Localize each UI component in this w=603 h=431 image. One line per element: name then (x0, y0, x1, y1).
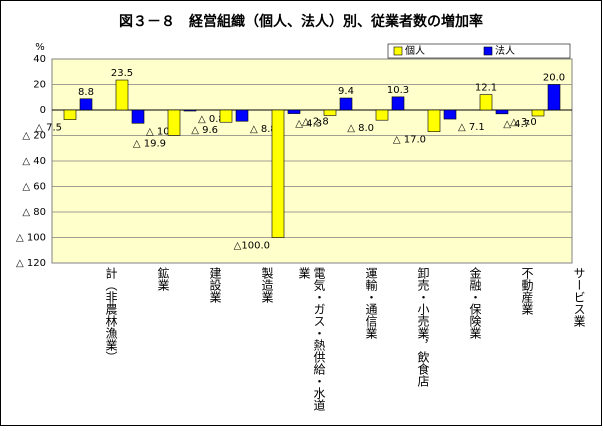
bar (339, 97, 353, 111)
x-tick-label: 金融・保険業 (402, 267, 482, 417)
value-label: △ 9.6 (191, 125, 218, 136)
x-tick-label-box: 電気・ガス・熱供給・水道業 (246, 267, 326, 417)
bar (495, 109, 509, 115)
value-label: △ 8.8 (250, 124, 277, 135)
y-tick-label: △ 80 (22, 207, 46, 218)
bar (531, 109, 545, 117)
x-tick-label-box: 運輸・通信業 (298, 267, 378, 417)
value-label: 9.4 (338, 86, 354, 97)
x-tick-text: 電気・ガス・熱供給・水道業 (297, 267, 326, 411)
value-label: 20.0 (543, 73, 565, 84)
x-tick-label: 計（非農林漁業） (38, 267, 118, 417)
x-tick-text: 不動産業 (520, 267, 534, 315)
x-tick-text: 運輸・通信業 (364, 267, 378, 339)
legend-label: 法人 (495, 44, 515, 57)
bar (323, 109, 337, 116)
bar (391, 96, 405, 111)
y-tick-label: 0 (40, 105, 46, 116)
x-tick-label-box: 建設業 (142, 267, 222, 417)
x-tick-label: 卸売・小売業，飲食店 (350, 267, 430, 417)
y-unit: % (35, 42, 45, 53)
bar (235, 109, 249, 122)
legend-box (387, 43, 571, 59)
x-tick-text: 建設業 (208, 267, 222, 303)
value-label: △ 8.0 (347, 123, 374, 134)
y-tick-label: △ 20 (22, 131, 46, 142)
bar (183, 109, 197, 112)
x-tick-label-box: 計（非農林漁業） (38, 267, 118, 417)
x-tick-label: 建設業 (142, 267, 222, 417)
value-label: 8.8 (78, 87, 94, 98)
x-tick-label: 製造業 (194, 267, 274, 417)
value-label: △ 2.8 (302, 117, 329, 128)
bar (131, 109, 145, 124)
x-tick-label-box: 不動産業 (454, 267, 534, 417)
x-tick-label-box: 卸売・小売業，飲食店 (350, 267, 430, 417)
bar (63, 109, 77, 120)
value-label: △ 7.1 (458, 122, 485, 133)
value-label: △ 7.5 (35, 123, 62, 134)
legend-label: 個人 (405, 44, 425, 57)
x-tick-text: 鉱業 (156, 267, 170, 291)
x-tick-label: 不動産業 (454, 267, 534, 417)
bar (115, 79, 129, 111)
bar (547, 84, 561, 111)
y-tick-label: 20 (33, 80, 46, 91)
x-tick-label-box: 製造業 (194, 267, 274, 417)
x-tick-text: 計（非農林漁業） (104, 267, 118, 363)
x-tick-label: サービス業 (506, 267, 586, 417)
x-tick-label: 鉱業 (90, 267, 170, 417)
value-label: △ 10.4 (146, 126, 179, 137)
value-label: △ 0.8 (198, 114, 225, 125)
value-label: △ 17.0 (393, 135, 426, 146)
value-label: △ 19.9 (133, 138, 166, 149)
value-label: △ 4.7 (503, 119, 530, 130)
x-tick-text: 金融・保険業 (468, 267, 482, 339)
bar (271, 109, 285, 238)
value-label: 10.3 (387, 85, 409, 96)
x-tick-label: 電気・ガス・熱供給・水道業 (246, 267, 326, 417)
x-tick-label-box: 鉱業 (90, 267, 170, 417)
bar (427, 109, 441, 132)
legend-swatch (393, 46, 403, 56)
y-tick-label: △ 120 (16, 258, 46, 269)
x-tick-text: サービス業 (572, 267, 586, 327)
x-tick-label-box: 金融・保険業 (402, 267, 482, 417)
bar (167, 109, 181, 136)
x-tick-text: 卸売・小売業，飲食店 (416, 267, 430, 387)
value-label: 12.1 (475, 83, 497, 94)
y-tick-label: △ 40 (22, 156, 46, 167)
bar (479, 94, 493, 111)
y-tick-label: △ 100 (16, 233, 46, 244)
y-tick-label: 40 (33, 54, 46, 65)
chart-title: 図３－８ 経営組織（個人、法人）別、従業者数の増加率 (119, 13, 483, 30)
bar (443, 109, 457, 120)
value-label: △ 3.0 (510, 117, 537, 128)
value-label: △100.0 (234, 241, 270, 252)
value-label: △ 4.3 (295, 118, 322, 129)
legend-swatch (483, 46, 493, 56)
x-tick-text: 製造業 (260, 267, 274, 303)
bar (287, 109, 301, 114)
value-label: 23.5 (111, 68, 133, 79)
x-tick-label: 運輸・通信業 (298, 267, 378, 417)
x-tick-label-box: サービス業 (506, 267, 586, 417)
y-tick-label: △ 60 (22, 182, 46, 193)
bar (375, 109, 389, 121)
bar (219, 109, 233, 123)
bar (79, 98, 93, 111)
